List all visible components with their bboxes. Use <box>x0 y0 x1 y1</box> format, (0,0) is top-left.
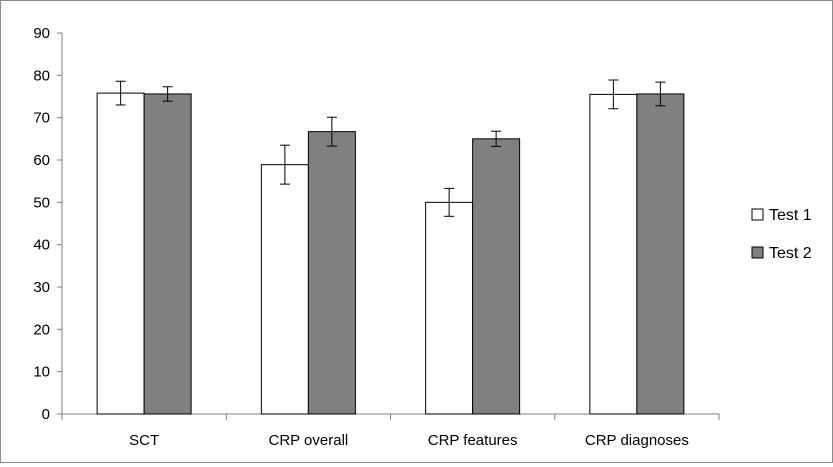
legend-swatch <box>751 246 764 259</box>
y-tick-label: 70 <box>33 110 50 127</box>
y-axis: 0 10 20 30 40 50 60 70 80 90 <box>33 25 63 423</box>
y-tick-label: 60 <box>33 152 50 169</box>
y-tick-label: 40 <box>33 237 50 254</box>
x-tick-label: CRP features <box>428 432 518 449</box>
y-tick-label: 10 <box>33 364 50 381</box>
x-axis: SCT CRP overall CRP features CRP diagnoses <box>61 413 720 449</box>
bar-test1 <box>589 93 638 415</box>
legend-label: Test 1 <box>769 207 812 224</box>
bar-test1 <box>260 164 309 415</box>
legend-swatch <box>751 208 764 221</box>
x-tick-label: CRP overall <box>268 432 348 449</box>
bars <box>96 92 685 415</box>
y-tick-label: 90 <box>33 25 50 42</box>
bar-test1 <box>96 92 145 415</box>
y-tick-label: 50 <box>33 194 50 211</box>
bar-test2 <box>636 93 685 415</box>
error-bars <box>115 79 666 217</box>
bar-test1 <box>425 201 474 415</box>
y-tick-label: 20 <box>33 321 50 338</box>
legend-label: Test 2 <box>769 245 812 262</box>
legend: Test 1 Test 2 <box>751 207 812 262</box>
x-tick-label: SCT <box>129 432 159 449</box>
x-tick-label: CRP diagnoses <box>585 432 689 449</box>
y-tick-label: 80 <box>33 67 50 84</box>
bar-test2 <box>143 93 192 415</box>
y-tick-label: 0 <box>42 406 50 423</box>
bar-test2 <box>307 131 356 415</box>
bar-test2 <box>472 138 521 415</box>
y-tick-label: 30 <box>33 279 50 296</box>
